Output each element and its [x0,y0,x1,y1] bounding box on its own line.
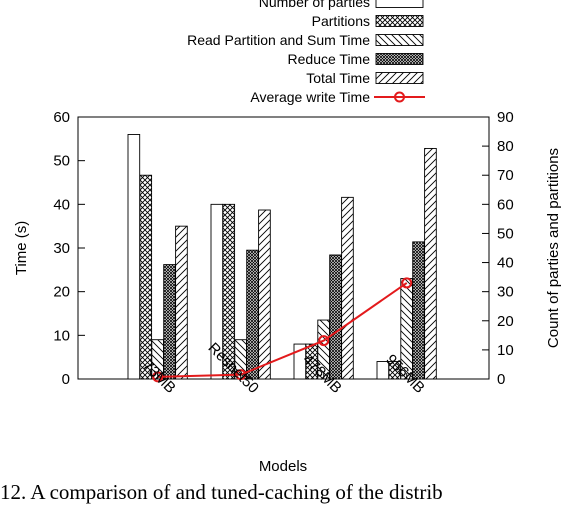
y2-axis-title: Count of parties and partitions [545,148,562,348]
y-tick-label: 50 [53,153,70,170]
legend-label: Read Partition and Sum Time [187,32,370,48]
point-average-write-time-956mb [401,277,413,289]
legend-label: Partitions [312,13,370,29]
y-tick-label: 20 [53,284,70,301]
bar-number-of-parties-73mb [127,134,141,380]
legend-swatch-total-time [375,72,424,84]
legend-swatch-reduce-time [375,53,424,65]
y2-tick-label: 70 [497,167,514,184]
y2-tick-label: 50 [497,225,514,242]
legend-swatch-marker [394,91,405,103]
legend-label: Total Time [306,70,370,86]
y-tick-label: 10 [53,327,70,344]
y-tick-label: 60 [53,109,70,126]
bar-partitions-73mb [139,174,153,380]
bar-total-time-resnet50 [258,209,271,380]
right-axis: 0 10 20 30 40 50 60 70 80 90 [482,109,514,388]
bar-partitions-resnet50 [222,203,236,380]
legend-swatch-partitions [375,15,424,27]
bar-reduce-time-478mb [329,254,342,380]
line-average-write-time [157,282,408,378]
legend: Number of parties Partitions Read Partitio… [187,0,425,105]
legend-swatch-number-of-parties [375,0,424,8]
y2-tick-label: 0 [497,371,505,388]
bar-reduce-time-73mb [163,264,176,380]
legend-swatch-read-partition-and-sum-time [375,34,424,46]
x-axis-title: Models [259,458,307,475]
y2-tick-label: 90 [497,109,514,126]
bar-reduce-time-resnet50 [246,249,259,380]
legend-label: Reduce Time [288,51,371,67]
bar-reduce-time-956mb [412,241,425,380]
y-tick-label: 30 [53,240,70,257]
legend-label: Number of parties [259,0,370,10]
bar-total-time-478mb [341,196,354,380]
y-tick-label: 0 [62,371,70,388]
y2-tick-label: 20 [497,313,514,330]
legend-label: Average write Time [250,89,370,105]
bar-total-time-956mb [424,147,437,380]
line-group [152,277,413,383]
y2-tick-label: 60 [497,196,514,213]
y2-tick-label: 10 [497,342,514,359]
y2-tick-label: 30 [497,284,514,301]
point-average-write-time-resnet50 [235,369,247,381]
point-average-write-time-478mb [318,335,330,347]
y-axis-title: Time (s) [13,221,30,275]
bars-group [127,134,437,380]
figure-caption: 12. A comparison of and tuned-caching of… [0,480,443,504]
y2-tick-label: 40 [497,255,514,272]
left-axis: 0 10 20 30 40 50 60 [53,109,85,388]
point-average-write-time-73mb [152,371,164,383]
y2-tick-label: 80 [497,138,514,155]
bar-total-time-73mb [175,225,188,380]
y-tick-label: 40 [53,196,70,213]
